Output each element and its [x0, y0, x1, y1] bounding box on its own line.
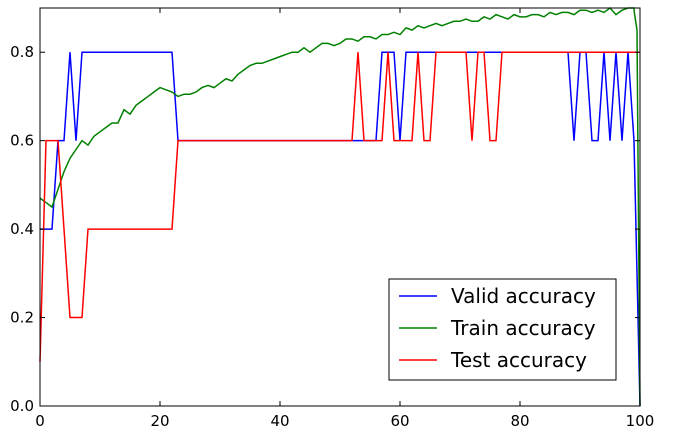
legend-label: Train accuracy: [450, 316, 596, 340]
x-tick-label: 0: [35, 412, 45, 430]
axis-layer: 0 20 40 60 80 100 0.0 0.2 0.4 0.6 0.8: [10, 8, 654, 430]
legend: Valid accuracy Train accuracy Test accurac…: [388, 278, 617, 381]
series-line-train-accuracy: [39, 6, 641, 407]
y-tick-label: 0.2: [10, 309, 34, 327]
series-line-valid-accuracy: [40, 51, 641, 407]
x-tick-label: 100: [626, 412, 655, 430]
series-layer: [39, 6, 641, 407]
y-tick-label: 0.8: [10, 43, 34, 61]
x-tick-label: 60: [390, 412, 409, 430]
y-tick-label: 0.6: [10, 132, 34, 150]
legend-label: Valid accuracy: [451, 284, 596, 308]
series-line-test-accuracy: [39, 51, 640, 362]
x-tick-label: 20: [150, 412, 169, 430]
y-tick-label: 0.0: [10, 397, 34, 415]
x-tick-label: 40: [270, 412, 289, 430]
x-tick-label: 80: [510, 412, 529, 430]
plot-frame: [39, 7, 641, 407]
legend-label: Test accuracy: [450, 348, 587, 372]
y-tick-label: 0.4: [10, 220, 34, 238]
